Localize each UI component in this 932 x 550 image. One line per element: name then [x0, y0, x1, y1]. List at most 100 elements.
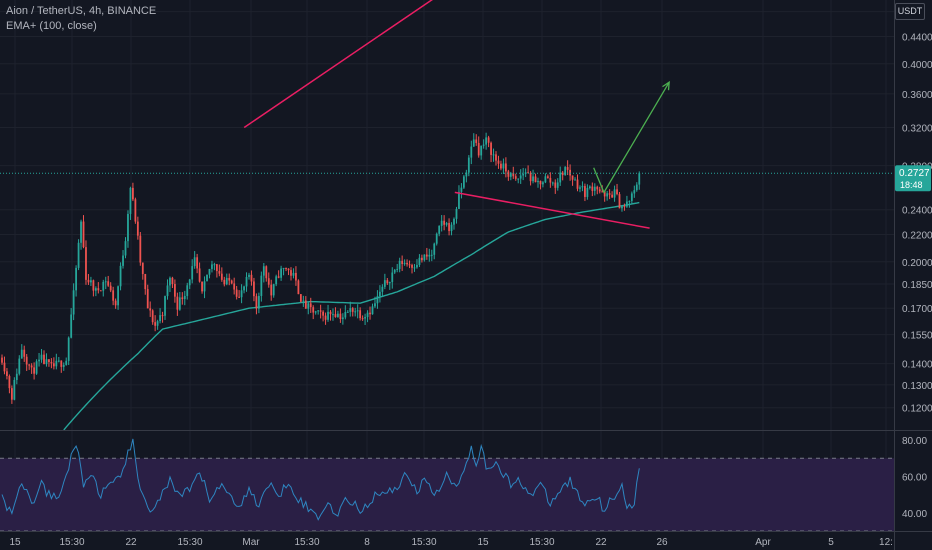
chart-title: Aion / TetherUS, 4h, BINANCE — [6, 5, 157, 17]
candle-body — [317, 310, 320, 312]
candle-body — [43, 354, 45, 365]
candle-body — [603, 191, 606, 197]
time-tick-label: 12: — [879, 537, 893, 548]
time-tick-label: 8 — [364, 537, 370, 548]
candle-body — [94, 288, 97, 291]
candle-body — [257, 295, 260, 309]
time-tick-label: 22 — [595, 537, 607, 548]
candle-body — [319, 310, 322, 312]
currency-badge[interactable]: USDT — [895, 3, 925, 20]
candle-body — [297, 280, 300, 295]
candle-body — [512, 173, 515, 177]
candle-body — [458, 191, 460, 209]
candle-body — [240, 290, 243, 298]
candle-body — [574, 179, 576, 181]
candle-body — [616, 189, 618, 195]
candle-body — [23, 349, 26, 357]
drawings[interactable] — [243, 0, 670, 229]
candle-body — [139, 235, 142, 263]
candle-body — [285, 267, 287, 269]
candle-body — [519, 175, 522, 179]
candle-body — [571, 175, 574, 180]
price-tick-label: 0.1550 — [902, 331, 932, 342]
rsi-layer — [1, 438, 640, 521]
candle-body — [267, 278, 270, 285]
candle-body — [169, 277, 171, 286]
candle-body — [211, 264, 213, 269]
candle-body — [33, 367, 36, 374]
time-axis[interactable]: 15 15:30 22 15:30 Mar 15:30 8 15:30 15 15:30 22 26 A… — [9, 537, 893, 548]
rsi-axis[interactable]: 80.00 60.00 40.00 — [902, 436, 927, 520]
candle-body — [302, 300, 305, 302]
candle-body — [10, 388, 13, 400]
candle-body — [114, 300, 117, 306]
projection-path — [593, 81, 670, 194]
time-tick-label: 15:30 — [294, 537, 319, 548]
candle-body — [220, 273, 223, 280]
candle-body — [312, 307, 315, 313]
candle-body — [104, 281, 107, 283]
candle-body — [371, 306, 374, 315]
candle-body — [532, 176, 534, 182]
candle-body — [75, 267, 77, 291]
price-axis[interactable]: 0.44000.40000.36000.32000.28000.24000.22… — [902, 33, 932, 415]
candle-body — [559, 172, 562, 183]
candle-body — [596, 186, 599, 190]
candle-body — [146, 289, 149, 309]
candle-body — [341, 317, 344, 320]
time-tick-label: 15:30 — [177, 537, 202, 548]
candle-body — [388, 282, 391, 284]
candle-body — [1, 357, 3, 363]
candle-body — [576, 179, 579, 189]
candle-body — [393, 269, 396, 273]
candle-body — [495, 154, 497, 161]
candle-body — [423, 254, 426, 261]
candle-body — [196, 257, 199, 269]
candle-body — [292, 272, 295, 276]
candle-body — [82, 221, 85, 248]
candle-body — [490, 142, 492, 155]
wedge-lower-trendline — [454, 191, 650, 229]
candle-body — [406, 262, 408, 265]
candle-body — [621, 206, 623, 209]
indicator-legend[interactable]: EMA+ (100, close) — [6, 20, 97, 32]
candle-body — [213, 264, 216, 266]
candle-body — [272, 284, 275, 296]
candle-body — [255, 296, 258, 309]
candle-body — [566, 167, 569, 170]
candle-body — [430, 254, 433, 256]
candle-body — [554, 182, 557, 188]
candle-body — [181, 297, 184, 300]
ema-line — [63, 201, 640, 431]
price-tick-label: 0.3200 — [902, 124, 932, 135]
candle-body — [544, 176, 547, 183]
time-tick-label: 5 — [828, 537, 834, 548]
candle-body — [569, 169, 571, 176]
candle-body — [208, 268, 211, 275]
ema-layer — [63, 201, 640, 431]
candle-body — [396, 268, 399, 270]
candle-body — [551, 182, 554, 184]
time-tick-label: 15:30 — [529, 537, 554, 548]
candle-body — [598, 189, 601, 192]
candle-body — [159, 315, 161, 322]
candle-body — [67, 337, 70, 361]
candle-body — [97, 288, 100, 291]
candle-body — [480, 145, 483, 156]
candle-body — [228, 277, 231, 281]
candle-body — [450, 224, 453, 232]
candle-body — [124, 241, 127, 256]
candle-body — [502, 163, 505, 169]
candle-body — [462, 176, 465, 188]
candle-body — [561, 172, 564, 176]
candle-body — [77, 242, 80, 268]
candle-body — [260, 275, 263, 296]
candle-body — [539, 180, 542, 185]
candle-body — [253, 281, 255, 297]
candle-body — [537, 180, 539, 183]
candle-body — [354, 311, 357, 313]
candle-body — [346, 311, 349, 313]
candle-body — [440, 220, 443, 226]
candle-body — [455, 208, 458, 219]
